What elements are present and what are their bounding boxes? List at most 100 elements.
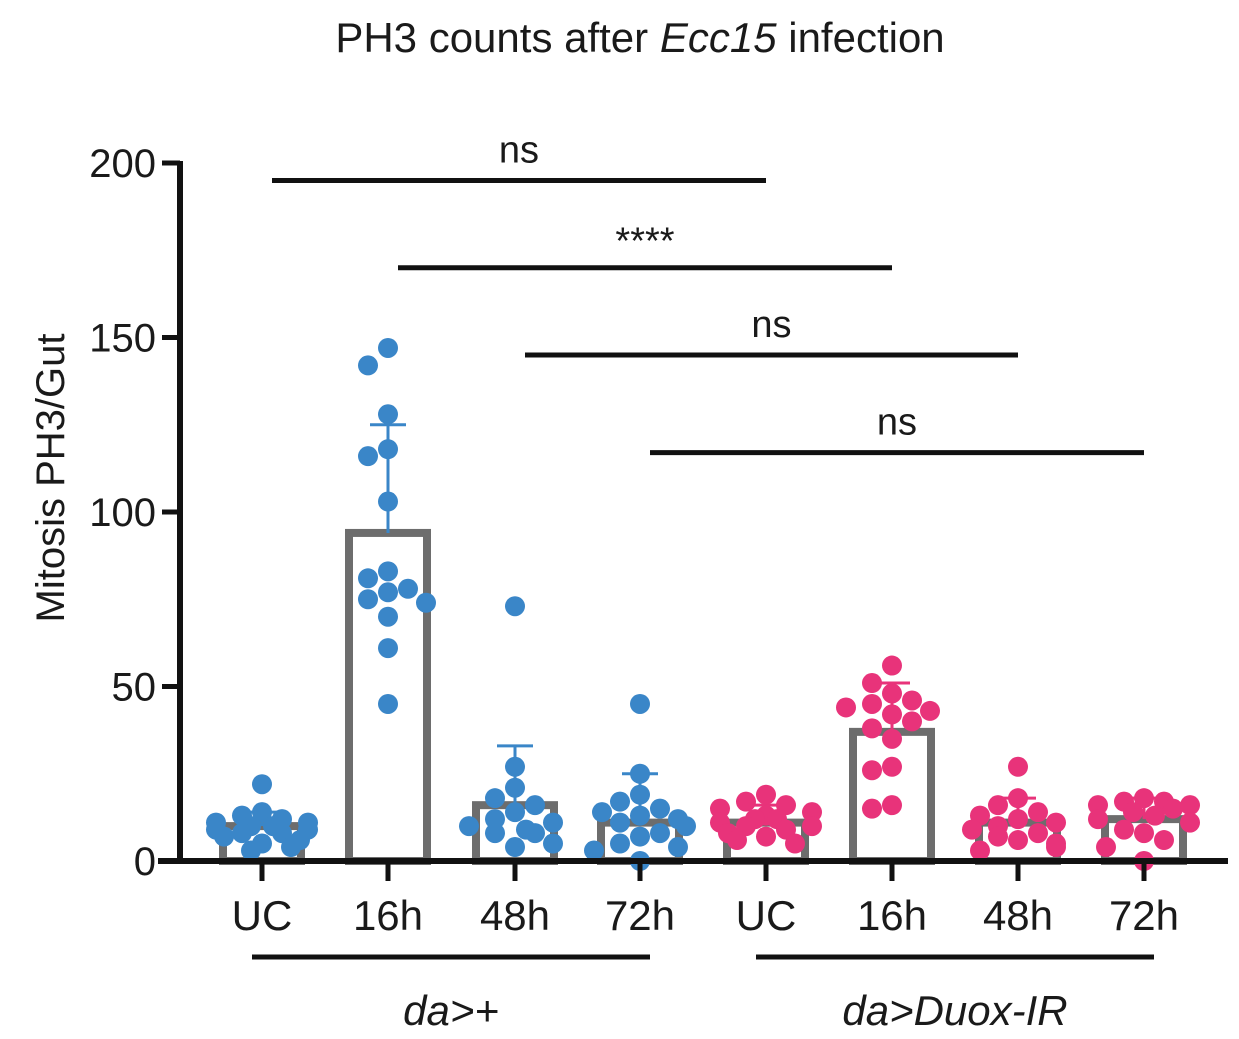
data-point	[902, 690, 922, 711]
data-point	[378, 439, 398, 460]
data-point	[756, 784, 776, 805]
data-point	[1114, 819, 1134, 840]
data-point	[610, 791, 630, 812]
data-point	[1180, 795, 1200, 816]
x-tick-label: 48h	[983, 892, 1053, 939]
group-layer: da>+ da>Duox-IR	[252, 954, 1154, 1034]
group-label-0: da>+	[403, 987, 499, 1034]
points-layer	[206, 337, 1200, 871]
data-point	[882, 655, 902, 676]
data-point	[505, 756, 525, 777]
data-point	[525, 795, 545, 816]
data-point	[882, 728, 902, 749]
data-point	[378, 491, 398, 512]
data-point	[610, 812, 630, 833]
data-point	[281, 837, 301, 858]
data-point	[232, 823, 252, 844]
data-point	[1008, 756, 1028, 777]
data-point	[252, 802, 272, 823]
data-point	[505, 802, 525, 823]
data-point	[650, 823, 670, 844]
data-point	[727, 830, 747, 851]
data-point	[252, 774, 272, 795]
bars-layer	[219, 423, 1187, 865]
data-point	[378, 693, 398, 714]
data-point	[378, 561, 398, 582]
data-point	[862, 760, 882, 781]
data-point	[970, 840, 990, 861]
chart-title-italic: Ecc15	[660, 14, 777, 61]
data-point	[668, 837, 688, 858]
x-tick-label: 16h	[857, 892, 927, 939]
data-point	[630, 805, 650, 826]
data-point	[630, 784, 650, 805]
data-point	[756, 826, 776, 847]
y-tick-label: 200	[89, 142, 156, 186]
data-point	[802, 802, 822, 823]
y-tick-label: 150	[89, 317, 156, 361]
data-point	[882, 704, 902, 725]
data-point	[1046, 837, 1066, 858]
data-point	[1163, 798, 1183, 819]
data-point	[1145, 805, 1165, 826]
data-point	[630, 693, 650, 714]
data-point	[485, 809, 505, 830]
data-point	[505, 837, 525, 858]
y-tick-label: 50	[112, 666, 157, 710]
data-point	[378, 404, 398, 425]
data-point	[862, 798, 882, 819]
data-point	[988, 826, 1008, 847]
data-point	[862, 693, 882, 714]
data-point	[1134, 823, 1154, 844]
data-point	[836, 697, 856, 718]
x-tick-label: UC	[736, 892, 797, 939]
data-point	[988, 795, 1008, 816]
y-tick-label: 100	[89, 491, 156, 535]
data-point	[459, 816, 479, 837]
data-point	[525, 823, 545, 844]
x-tick-label: 72h	[1109, 892, 1179, 939]
data-point	[543, 812, 563, 833]
data-point	[543, 833, 563, 854]
comparison-label-1: ****	[615, 221, 674, 263]
data-point	[505, 777, 525, 798]
data-point	[1008, 809, 1028, 830]
data-point	[1096, 837, 1116, 858]
data-point	[1134, 788, 1154, 809]
data-point	[862, 718, 882, 739]
x-tick-label: 72h	[605, 892, 675, 939]
data-point	[1008, 830, 1028, 851]
data-point	[610, 833, 630, 854]
data-point	[485, 823, 505, 844]
data-point	[802, 816, 822, 837]
data-point	[902, 711, 922, 732]
data-point	[358, 446, 378, 467]
data-point	[736, 791, 756, 812]
chart-title-prefix: PH3 counts after	[335, 14, 660, 61]
chart-title: PH3 counts after Ecc15 infection	[335, 14, 944, 61]
axes-layer: 0 50 100 150 200 UC 16h 48h 72h UC 16h 48h 72h	[89, 142, 1228, 939]
data-point	[358, 568, 378, 589]
y-tick-label: 0	[134, 840, 156, 884]
data-point	[1123, 802, 1143, 823]
data-point	[592, 802, 612, 823]
data-point	[920, 700, 940, 721]
data-point	[962, 819, 982, 840]
data-point	[505, 596, 525, 617]
comparison-label-2: ns	[751, 304, 791, 346]
data-point	[398, 578, 418, 599]
data-point	[630, 826, 650, 847]
data-point	[1046, 812, 1066, 833]
data-point	[882, 756, 902, 777]
data-point	[485, 788, 505, 809]
data-point	[1180, 812, 1200, 833]
data-point	[862, 673, 882, 694]
data-point	[1088, 795, 1108, 816]
data-point	[358, 589, 378, 610]
data-point	[1154, 830, 1174, 851]
data-point	[241, 840, 261, 861]
comparison-label-0: ns	[499, 129, 539, 171]
x-tick-label: 48h	[480, 892, 550, 939]
data-point	[650, 798, 670, 819]
data-point	[630, 763, 650, 784]
